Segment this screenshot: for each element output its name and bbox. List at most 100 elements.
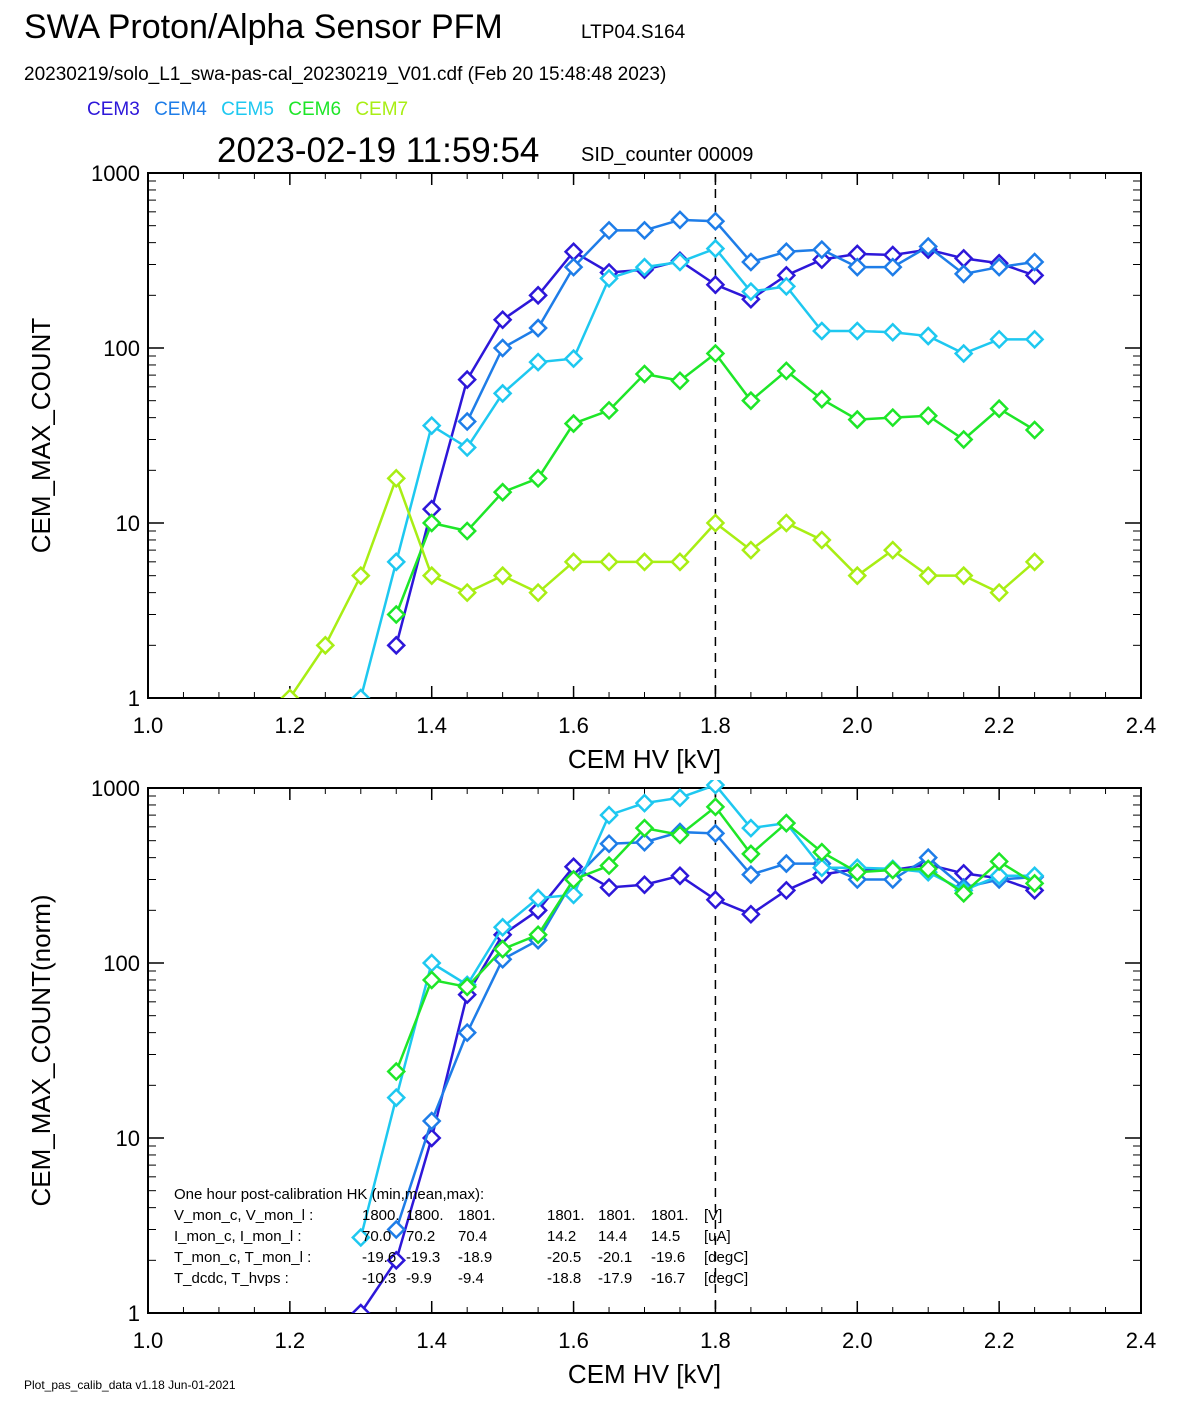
data-point-cem4	[882, 257, 903, 277]
data-point-cem3	[457, 369, 477, 390]
data-point-cem6	[492, 939, 513, 959]
data-point-cem5	[528, 352, 548, 372]
data-point-cem3	[1024, 265, 1045, 286]
data-point-cem6	[634, 364, 655, 384]
hk-row-label: V_mon_c, V_mon_l :	[174, 1207, 313, 1224]
data-point-cem4	[741, 252, 761, 272]
series-group	[280, 210, 1045, 698]
data-point-cem4	[989, 257, 1009, 277]
hk-row-label: I_mon_c, I_mon_l :	[174, 1228, 302, 1245]
series-line-cem5	[359, 247, 1035, 698]
data-point-cem5	[670, 252, 690, 272]
data-point-cem4	[776, 241, 797, 262]
data-point-cem7	[705, 513, 726, 533]
data-point-cem5	[812, 858, 832, 878]
legend-entry-cem4: CEM4	[154, 99, 207, 120]
legend-entry-cem6: CEM6	[288, 99, 342, 120]
x-tick-label: 2.2	[984, 1328, 1015, 1353]
data-point-cem6	[776, 813, 797, 833]
data-point-cem7	[599, 552, 619, 572]
data-point-cem6	[882, 860, 903, 880]
hk-value: -9.4	[458, 1270, 484, 1287]
x-tick-label: 1.8	[700, 1328, 731, 1353]
data-point-cem6	[599, 400, 619, 421]
chart-panel-2: 1.0 1.2 1.4 1.6 1.8 2.0 2.2 2.4 1 10 100 1000 CEM HV…	[26, 776, 1156, 1389]
data-point-cem6	[670, 825, 690, 845]
data-point-cem5	[599, 805, 619, 825]
hk-value: -18.9	[458, 1249, 492, 1266]
x-tick-label: 2.4	[1126, 1328, 1157, 1353]
data-point-cem6	[528, 468, 548, 489]
y-tick-label: 1	[128, 1301, 140, 1326]
data-point-cem5	[918, 326, 938, 346]
data-point-cem6	[457, 977, 477, 997]
data-point-cem5	[351, 688, 371, 698]
x-tick-label: 1.8	[700, 713, 731, 738]
x-tick-label: 2.0	[842, 1328, 873, 1353]
data-point-cem6	[421, 970, 442, 990]
legend-entry-cem3: CEM3	[87, 99, 140, 120]
timestamp: 2023-02-19 11:59:54	[217, 131, 540, 170]
legend: CEM3 CEM4 CEM5 CEM6 CEM7	[87, 99, 417, 121]
data-point-cem5	[634, 257, 655, 277]
hk-unit: [degC]	[704, 1249, 748, 1266]
hk-value: 1801.	[651, 1207, 689, 1224]
hk-value: 14.5	[651, 1228, 680, 1245]
data-point-cem5	[351, 1227, 371, 1248]
data-point-cem6	[918, 405, 938, 426]
data-point-cem3	[351, 1303, 371, 1313]
data-point-cem7	[776, 513, 797, 533]
hk-box: One hour post-calibration HK (min,mean,m…	[174, 1186, 748, 1287]
series-group	[351, 780, 1045, 1313]
data-point-cem5	[847, 321, 868, 341]
data-point-cem7	[315, 635, 336, 656]
data-point-cem4	[563, 257, 584, 277]
data-point-cem6	[563, 869, 584, 890]
data-point-cem6	[563, 413, 584, 434]
data-point-cem5	[634, 793, 655, 813]
series-line-cem3	[359, 863, 1036, 1313]
data-point-cem7	[386, 468, 407, 489]
data-point-cem7	[563, 552, 584, 572]
data-point-cem3	[386, 635, 407, 656]
data-point-cem5	[741, 281, 761, 302]
data-point-cem7	[741, 540, 761, 560]
data-point-cem7	[528, 582, 548, 603]
data-point-cem5	[670, 787, 690, 808]
hk-row-label: T_mon_c, T_mon_l :	[174, 1249, 311, 1266]
data-point-cem6	[421, 513, 442, 533]
data-point-cem4	[386, 1219, 407, 1240]
hk-value: 70.0	[362, 1228, 391, 1245]
data-point-cem3	[705, 889, 726, 910]
data-point-cem6	[882, 407, 903, 428]
x-tick-label: 1.6	[558, 713, 589, 738]
y-tick-label: 10	[116, 1126, 140, 1151]
data-point-cem5	[989, 866, 1009, 886]
data-point-cem4	[670, 210, 690, 230]
chart-panel-1: 1.0 1.2 1.4 1.6 1.8 2.0 2.2 2.4 1 10 100 1000 CEM HV…	[26, 161, 1156, 774]
data-point-cem5	[563, 885, 584, 905]
data-point-cem3	[812, 249, 832, 270]
data-point-cem5	[989, 329, 1009, 350]
data-point-cem7	[953, 565, 974, 586]
data-point-cem4	[457, 411, 477, 432]
data-point-cem6	[705, 343, 726, 364]
data-point-cem5	[492, 917, 513, 938]
hk-value: 14.2	[547, 1228, 576, 1245]
data-point-cem6	[741, 390, 761, 411]
hk-value: -10.3	[362, 1270, 396, 1287]
file-line: 20230219/solo_L1_swa-pas-cal_20230219_V0…	[24, 64, 667, 85]
x-axis-title: CEM HV [kV]	[568, 744, 721, 774]
data-point-cem7	[1024, 552, 1045, 572]
data-point-cem4	[599, 834, 619, 854]
data-point-cem6	[670, 370, 690, 391]
data-point-cem7	[989, 582, 1009, 603]
hk-unit: [uA]	[704, 1228, 731, 1245]
hk-value: -16.7	[651, 1270, 685, 1287]
data-point-cem6	[386, 1061, 407, 1082]
data-point-cem3	[705, 274, 726, 295]
x-tick-label: 1.4	[416, 713, 447, 738]
data-point-cem6	[953, 883, 974, 904]
data-point-cem6	[989, 851, 1009, 872]
data-point-cem6	[634, 818, 655, 838]
